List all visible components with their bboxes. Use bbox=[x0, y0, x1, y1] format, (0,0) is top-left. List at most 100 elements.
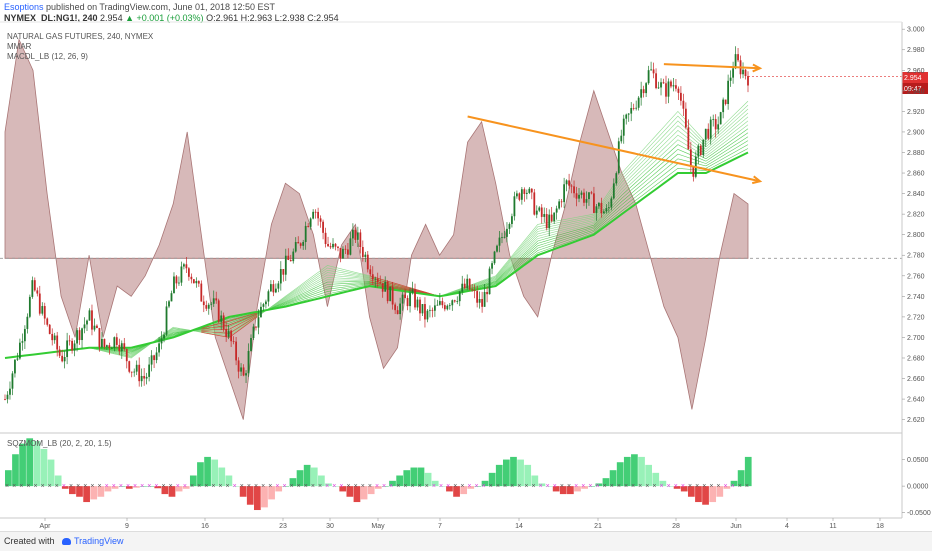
momentum-bar-34 bbox=[246, 486, 254, 505]
candle-249 bbox=[622, 114, 625, 144]
candle-body bbox=[19, 342, 21, 359]
candle-270 bbox=[675, 79, 677, 92]
candle-164 bbox=[411, 281, 414, 295]
squeeze-dot-91: × bbox=[652, 483, 656, 490]
candle-body bbox=[466, 278, 469, 289]
candle-82 bbox=[207, 302, 210, 315]
candle-body bbox=[232, 341, 235, 343]
momentum-bar-13 bbox=[97, 486, 105, 497]
candle-209 bbox=[523, 187, 526, 202]
candle-body bbox=[411, 289, 414, 293]
candle-159 bbox=[399, 297, 402, 320]
squeeze-dot-102: × bbox=[731, 483, 735, 490]
squeeze-dot-45: × bbox=[325, 483, 329, 490]
candle-139 bbox=[349, 232, 352, 256]
candle-200 bbox=[501, 232, 503, 244]
squeeze-dot-21: × bbox=[154, 483, 158, 490]
squeeze-dot-79: × bbox=[567, 483, 571, 490]
time-tick-label: Jun bbox=[730, 523, 741, 530]
candle-body bbox=[593, 193, 595, 213]
squeeze-dot-59: × bbox=[425, 483, 429, 490]
macd-envelope-area bbox=[4, 38, 749, 420]
candle-body bbox=[222, 315, 225, 330]
candle-body bbox=[515, 193, 518, 197]
candle-11 bbox=[31, 276, 34, 299]
candle-196 bbox=[491, 260, 493, 275]
candle-body bbox=[284, 255, 287, 275]
squeeze-dot-39: × bbox=[282, 483, 286, 490]
candle-165 bbox=[414, 283, 416, 310]
candle-64 bbox=[163, 331, 165, 343]
candle-body bbox=[433, 305, 436, 311]
momentum-bar-22 bbox=[161, 486, 169, 495]
candle-body bbox=[389, 286, 392, 302]
candle-body bbox=[207, 304, 210, 309]
candle-141 bbox=[354, 227, 357, 244]
candle-190 bbox=[476, 285, 479, 308]
momentum-bar-11 bbox=[83, 486, 90, 503]
candle-body bbox=[421, 304, 424, 314]
candle-body bbox=[478, 299, 481, 303]
candle-body bbox=[451, 300, 454, 306]
squeeze-dot-13: × bbox=[97, 483, 101, 490]
candle-245 bbox=[612, 178, 615, 200]
candle-body bbox=[665, 83, 667, 97]
candle-body bbox=[38, 293, 41, 314]
candle-body bbox=[237, 360, 240, 372]
candle-body bbox=[332, 243, 334, 248]
author-link[interactable]: Esoptions bbox=[4, 2, 44, 12]
candle-body bbox=[501, 237, 503, 239]
candle-44 bbox=[113, 336, 116, 352]
candle-278 bbox=[694, 151, 697, 179]
candle-161 bbox=[404, 288, 406, 299]
candle-body bbox=[714, 119, 717, 130]
candle-body bbox=[545, 214, 548, 229]
candle-29 bbox=[76, 327, 78, 352]
candle-body bbox=[361, 247, 364, 257]
candle-body bbox=[51, 333, 54, 341]
candle-4 bbox=[14, 359, 16, 378]
momentum-bar-50 bbox=[360, 486, 368, 500]
candle-body bbox=[657, 87, 660, 89]
candle-263 bbox=[657, 81, 660, 90]
candle-40 bbox=[103, 338, 106, 350]
squeeze-dot-46: × bbox=[332, 483, 336, 490]
candle-body bbox=[680, 92, 682, 101]
candle-136 bbox=[342, 246, 344, 259]
squeeze-dot-4: × bbox=[33, 483, 37, 490]
momentum-bar-35 bbox=[254, 486, 261, 511]
candle-58 bbox=[148, 357, 151, 382]
momentum-bar-51 bbox=[367, 486, 375, 495]
candle-284 bbox=[709, 116, 712, 145]
candle-26 bbox=[68, 335, 71, 346]
candle-body bbox=[642, 89, 645, 94]
candle-220 bbox=[550, 206, 553, 223]
ohlc-values: O:2.961 H:2.963 L:2.938 C:2.954 bbox=[206, 13, 339, 23]
candle-173 bbox=[433, 298, 436, 317]
momentum-pane[interactable]: × × × × × × × × × × × × × × × × × × × × × × × × × × × × × × × × × × × × × × × ×… bbox=[5, 438, 752, 511]
squeeze-dot-63: × bbox=[453, 483, 457, 490]
candle-109 bbox=[274, 283, 277, 294]
candle-body bbox=[689, 149, 692, 167]
momentum-bar-93 bbox=[666, 486, 674, 487]
momentum-bar-26 bbox=[189, 475, 197, 487]
momentum-bar-62 bbox=[446, 486, 453, 492]
momentum-bar-27 bbox=[197, 462, 204, 487]
candle-271 bbox=[677, 86, 680, 100]
price-pane[interactable] bbox=[0, 38, 902, 420]
candle-body bbox=[329, 246, 332, 248]
candle-body bbox=[374, 278, 377, 280]
candle-16 bbox=[43, 302, 46, 325]
candle-body bbox=[508, 224, 511, 229]
candle-body bbox=[702, 139, 705, 155]
candle-body bbox=[707, 128, 710, 139]
chart-canvas[interactable]: × × × × × × × × × × × × × × × × × × × × × × × × × × × × × × × × × × × × × × × ×… bbox=[0, 0, 932, 531]
candle-192 bbox=[481, 291, 484, 313]
candle-241 bbox=[602, 209, 605, 214]
candle-111 bbox=[279, 261, 282, 291]
price-tick-label: 2.820 bbox=[907, 212, 925, 219]
candle-body bbox=[294, 242, 297, 252]
candle-217 bbox=[543, 207, 546, 223]
tradingview-logo[interactable]: TradingView bbox=[62, 536, 124, 546]
candle-body bbox=[187, 268, 190, 277]
